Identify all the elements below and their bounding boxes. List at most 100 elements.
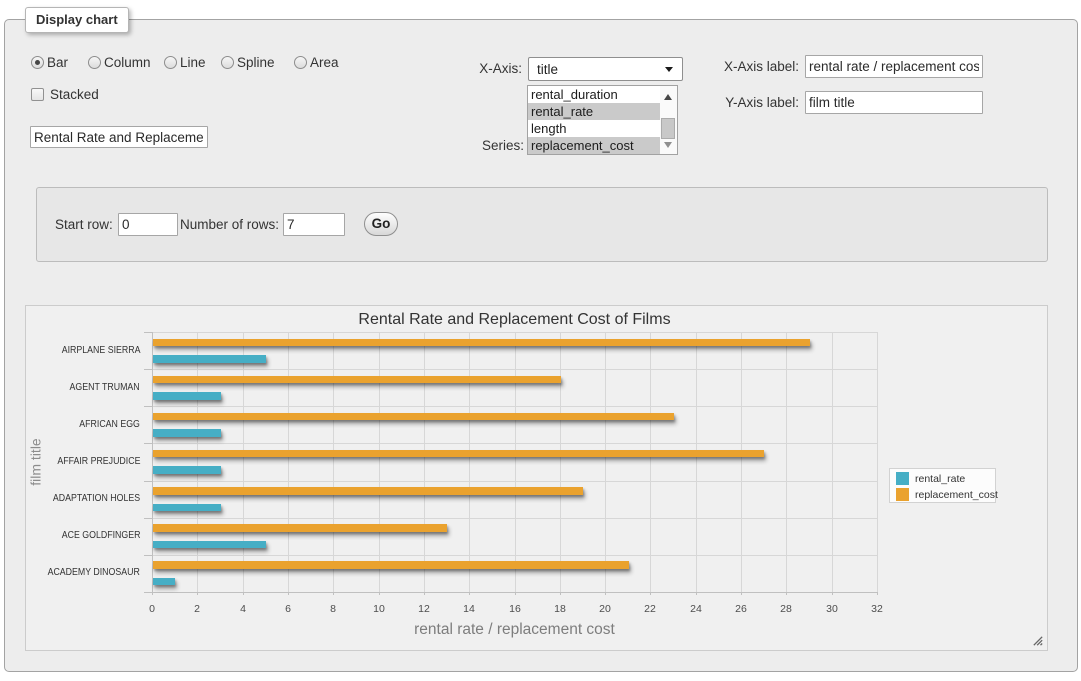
category-label: ADAPTATION HOLES (52, 493, 140, 505)
x-axis-tick-label: 22 (644, 603, 656, 615)
radio-circle[interactable] (221, 56, 234, 69)
radio-circle[interactable] (164, 56, 177, 69)
radio-label: Column (104, 55, 151, 70)
x-axis-tick-label: 20 (599, 603, 611, 615)
legend-label: rental_rate (915, 473, 966, 485)
bar-rental_rate[interactable] (153, 355, 267, 363)
gridline (243, 332, 244, 592)
x-axis-tick-label: 16 (509, 603, 521, 615)
gridline (786, 332, 787, 592)
gridline (152, 406, 877, 407)
x-axis-tick-label: 12 (418, 603, 430, 615)
legend-swatch (896, 472, 909, 485)
category-label: AFFAIR PREJUDICE (56, 456, 140, 467)
x-axis-tick-label: 4 (240, 603, 246, 615)
x-axis-tick-label: 30 (826, 603, 838, 615)
category-label: AFRICAN EGG (79, 418, 140, 430)
x-axis-tick (469, 592, 470, 595)
gridline (832, 332, 833, 592)
legend-label: replacement_cost (915, 489, 998, 501)
y-axis-tick (144, 369, 152, 370)
x-axis-tick-label: 28 (780, 603, 792, 615)
y-axis-line (152, 332, 153, 593)
x-axis-tick (696, 592, 697, 595)
gridline (152, 443, 877, 444)
start-row-input[interactable] (118, 213, 178, 236)
series-option-rental_duration[interactable]: rental_duration (531, 87, 618, 102)
radio-dot (35, 60, 40, 65)
stacked-label: Stacked (50, 87, 99, 102)
bar-rental_rate[interactable] (153, 429, 221, 437)
x-axis-tick-label: 8 (330, 603, 336, 615)
chart-plot-area (152, 332, 878, 595)
x-axis-tick-label: 10 (373, 603, 385, 615)
gridline (424, 332, 425, 592)
y-axis-tick (144, 406, 152, 407)
stacked-checkbox[interactable] (31, 88, 44, 101)
gridline (877, 332, 878, 592)
x-axis-tick-label: 6 (285, 603, 291, 615)
y-axis-tick (144, 592, 152, 593)
series-options: rental_duration rental_rate length replacem… (528, 86, 660, 154)
bar-replacement_cost[interactable] (153, 449, 765, 458)
x-axis-tick (379, 592, 380, 595)
x-axis-tick-label: 14 (463, 603, 475, 615)
listbox-scrollbar[interactable] (660, 86, 677, 154)
radio-circle[interactable] (88, 56, 101, 69)
number-of-rows-input[interactable] (283, 213, 345, 236)
series-option-length[interactable]: length (531, 121, 567, 136)
scroll-up-icon[interactable] (664, 94, 672, 100)
y-axis-tick (144, 332, 152, 333)
radio-circle[interactable] (294, 56, 307, 69)
bar-rental_rate[interactable] (153, 466, 221, 474)
bar-replacement_cost[interactable] (153, 412, 674, 421)
chart-title-input[interactable] (30, 126, 208, 148)
gridline (152, 518, 877, 519)
resize-handle-icon[interactable] (1033, 636, 1043, 646)
go-button[interactable]: Go (364, 212, 398, 236)
radio-label: Spline (237, 55, 275, 70)
series-listbox[interactable]: rental_duration rental_rate length replacem… (527, 85, 678, 155)
fieldset-legend: Display chart (25, 7, 129, 33)
x-axis-tick (605, 592, 606, 595)
scroll-down-icon[interactable] (664, 142, 672, 148)
bar-replacement_cost[interactable] (153, 524, 448, 532)
bar-rental_rate[interactable] (153, 392, 221, 400)
bar-replacement_cost[interactable] (153, 375, 561, 384)
bar-replacement_cost[interactable] (153, 561, 629, 569)
y-axis-label-input[interactable] (805, 91, 983, 114)
gridline (152, 369, 877, 370)
bar-replacement_cost[interactable] (153, 338, 810, 346)
start-row-label: Start row: (55, 217, 113, 232)
radio-label: Line (180, 55, 206, 70)
x-axis-label-input[interactable] (805, 55, 983, 78)
radio-label: Bar (47, 55, 69, 70)
gridline (515, 332, 516, 592)
series-option-rental_rate[interactable]: rental_rate (528, 103, 660, 120)
gridline (469, 332, 470, 592)
x-axis-select[interactable]: title (528, 57, 683, 81)
gridline (197, 332, 198, 592)
x-axis-tick-label: 18 (554, 603, 566, 615)
category-label: AIRPLANE SIERRA (61, 344, 140, 356)
gridline (379, 332, 380, 592)
bar-rental_rate[interactable] (153, 577, 176, 586)
radio-circle[interactable] (31, 56, 44, 69)
x-axis-tick-label: 26 (735, 603, 747, 615)
y-axis-label-field-label: Y-Axis label: (725, 95, 799, 110)
bar-replacement_cost[interactable] (153, 487, 584, 495)
bar-rental_rate[interactable] (153, 540, 267, 549)
bar-rental_rate[interactable] (153, 503, 221, 512)
series-option-replacement_cost[interactable]: replacement_cost (528, 137, 660, 154)
gridline (333, 332, 334, 592)
category-label: AGENT TRUMAN (69, 381, 140, 393)
x-axis-tick (877, 592, 878, 595)
x-axis-tick (152, 592, 153, 595)
y-axis-tick (144, 555, 152, 556)
x-axis-select-label: X-Axis: (479, 61, 522, 76)
series-listbox-label: Series: (481, 138, 524, 153)
scrollbar-thumb[interactable] (661, 118, 675, 139)
chart-container: Rental Rate and Replacement Cost of Film… (25, 305, 1048, 651)
radio-label: Area (310, 55, 339, 70)
